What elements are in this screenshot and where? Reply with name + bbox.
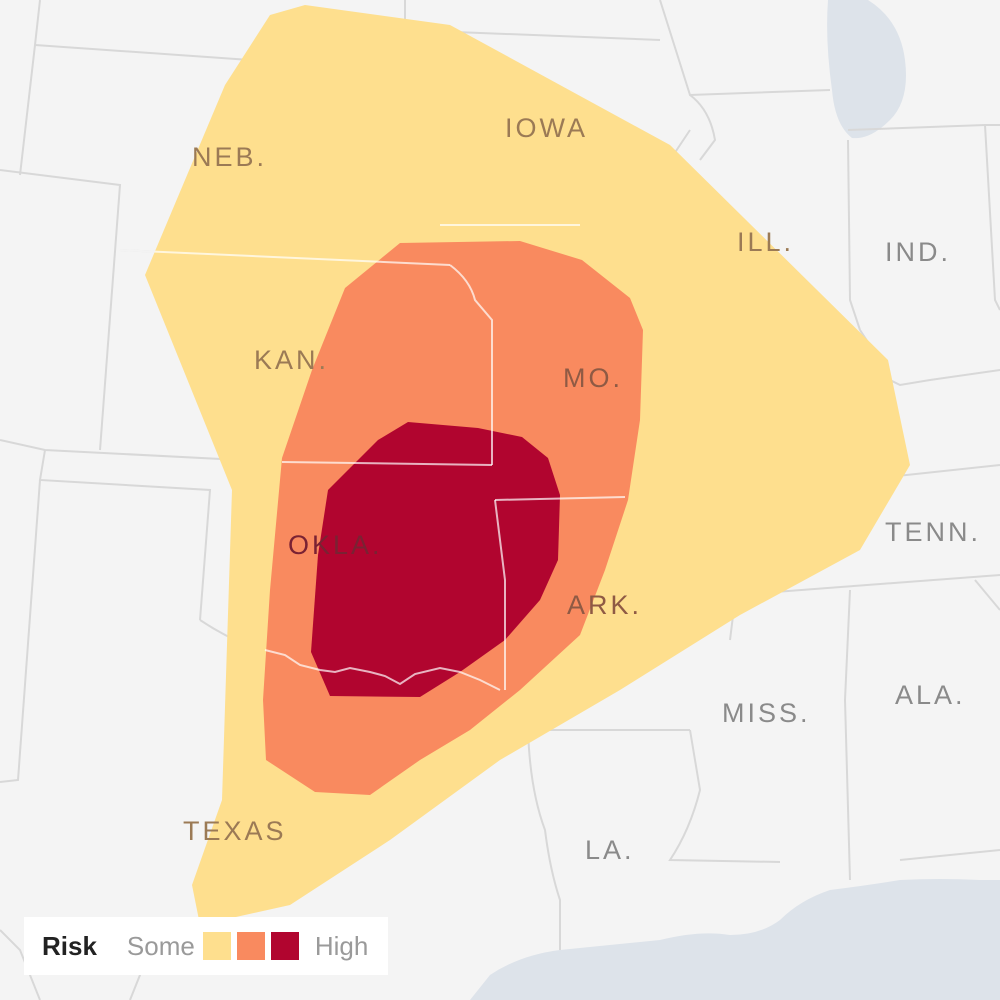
legend-high-label: High — [314, 930, 369, 961]
legend-low-label: Some — [126, 930, 195, 961]
state-borders-over-risk — [119, 224, 626, 691]
lake-michigan — [827, 0, 906, 139]
state-label-kansas: KAN. — [254, 345, 329, 375]
legend-title: Risk — [42, 930, 97, 961]
gulf-of-mexico — [470, 879, 1000, 1000]
legend-swatch-moderate — [236, 932, 265, 960]
state-label-tennessee: TENN. — [885, 517, 981, 547]
state-label-iowa: IOWA — [505, 113, 588, 143]
state-label-missouri: MO. — [563, 363, 623, 393]
legend-swatch-some — [202, 932, 231, 960]
legend-swatch-high — [270, 932, 299, 960]
state-labels: NEB. IOWA ILL. IND. KAN. MO. OKLA. TENN.… — [183, 113, 981, 865]
state-label-texas: TEXAS — [183, 816, 287, 846]
risk-legend: Risk Some High — [24, 917, 388, 975]
state-label-indiana: IND. — [885, 237, 951, 267]
state-label-oklahoma: OKLA. — [288, 530, 383, 560]
state-label-alabama: ALA. — [895, 680, 966, 710]
state-label-illinois: ILL. — [737, 227, 794, 257]
state-label-arkansas: ARK. — [567, 590, 642, 620]
state-label-mississippi: MISS. — [722, 698, 811, 728]
state-label-nebraska: NEB. — [192, 142, 267, 172]
risk-area-high — [311, 422, 560, 697]
state-label-louisiana: LA. — [585, 835, 635, 865]
